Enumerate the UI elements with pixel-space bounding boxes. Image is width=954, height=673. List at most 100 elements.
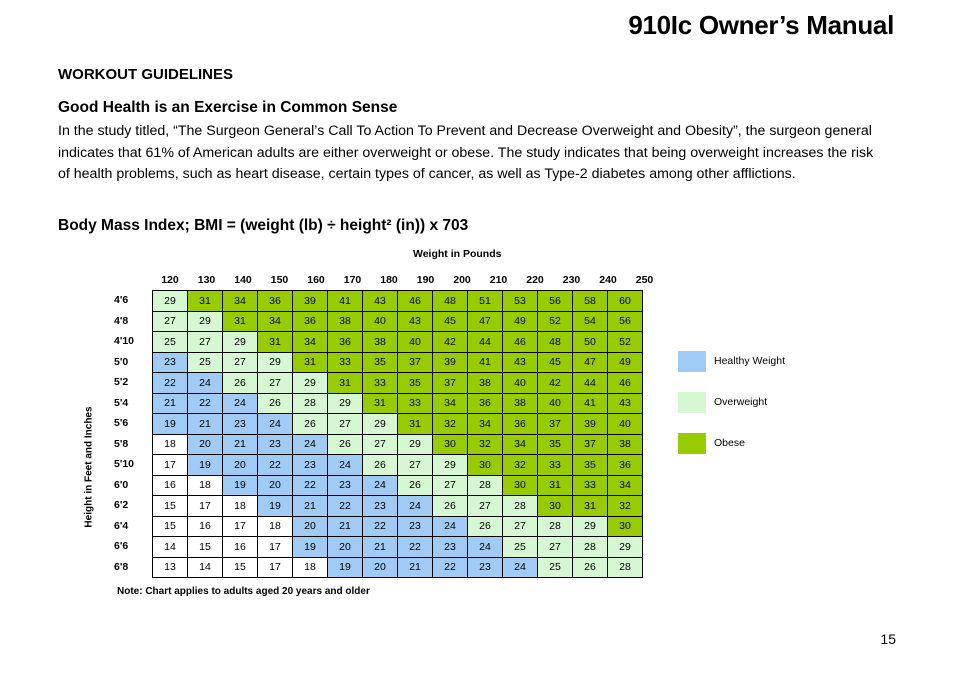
bmi-cell: 14 <box>152 536 188 558</box>
bmi-cell: 29 <box>607 536 643 558</box>
bmi-cell: 35 <box>362 351 398 373</box>
bmi-cell: 41 <box>467 351 503 373</box>
bmi-cell: 34 <box>607 474 643 496</box>
bmi-cell: 37 <box>537 413 573 435</box>
bmi-cell: 37 <box>572 433 608 455</box>
bmi-cell: 29 <box>432 454 468 476</box>
height-label: 6'4 <box>114 519 129 532</box>
bmi-cell: 23 <box>257 433 293 455</box>
height-label: 4'6 <box>114 294 129 306</box>
bmi-cell: 27 <box>327 413 363 435</box>
bmi-row: 15 17 18 19 21 22 23 24 26 27 28 30 31 32 <box>152 495 643 517</box>
bmi-cell: 27 <box>502 515 538 537</box>
bmi-cell: 24 <box>257 413 293 435</box>
bmi-cell: 22 <box>397 536 433 558</box>
bmi-cell: 25 <box>152 331 188 353</box>
bmi-cell: 38 <box>607 433 643 455</box>
bmi-cell: 20 <box>222 454 258 476</box>
bmi-cell: 19 <box>327 556 363 578</box>
height-label: 5'10 <box>114 458 135 470</box>
bmi-cell: 26 <box>362 454 398 476</box>
bmi-cell: 23 <box>362 495 398 517</box>
bmi-cell: 26 <box>397 474 433 496</box>
bmi-cell: 13 <box>152 556 188 578</box>
bmi-cell: 60 <box>607 290 643 312</box>
bmi-cell: 26 <box>222 372 258 394</box>
height-label: 5'2 <box>114 376 129 388</box>
bmi-cell: 17 <box>222 515 258 537</box>
bmi-cell: 18 <box>292 556 328 578</box>
bmi-cell: 49 <box>607 351 643 373</box>
bmi-cell: 21 <box>222 433 258 455</box>
weight-header: 180 <box>380 274 398 286</box>
bmi-cell: 31 <box>257 331 293 353</box>
height-label: 5'8 <box>114 437 129 450</box>
height-label: 5'6 <box>114 417 129 429</box>
height-label: 6'6 <box>114 540 129 552</box>
weight-axis-title: Weight in Pounds <box>413 248 502 260</box>
bmi-cell: 15 <box>187 536 223 558</box>
bmi-cell: 21 <box>152 392 188 414</box>
bmi-cell: 24 <box>222 392 258 414</box>
bmi-cell: 54 <box>572 310 608 332</box>
bmi-row: 14 15 16 17 19 20 21 22 23 24 25 27 28 29 <box>152 536 643 558</box>
bmi-cell: 31 <box>397 413 433 435</box>
bmi-cell: 45 <box>432 310 468 332</box>
bmi-cell: 40 <box>537 392 573 414</box>
bmi-cell: 33 <box>397 392 433 414</box>
bmi-cell: 25 <box>502 536 538 558</box>
bmi-cell: 51 <box>467 290 503 312</box>
bmi-cell: 34 <box>257 310 293 332</box>
bmi-cell: 22 <box>327 495 363 517</box>
bmi-cell: 27 <box>467 495 503 517</box>
bmi-cell: 20 <box>292 515 328 537</box>
bmi-cell: 30 <box>502 474 538 496</box>
section-subheading: Good Health is an Exercise in Common Sen… <box>58 99 398 116</box>
bmi-cell: 23 <box>327 474 363 496</box>
bmi-formula-heading: Body Mass Index; BMI = (weight (lb) ÷ he… <box>58 217 469 234</box>
bmi-cell: 27 <box>257 372 293 394</box>
bmi-cell: 30 <box>432 433 468 455</box>
bmi-cell: 41 <box>572 392 608 414</box>
bmi-cell: 15 <box>152 515 188 537</box>
bmi-cell: 19 <box>152 413 188 435</box>
bmi-cell: 33 <box>362 372 398 394</box>
weight-header: 190 <box>416 274 435 286</box>
bmi-row: 29 31 34 36 39 41 43 46 48 51 53 56 58 60 <box>152 290 643 312</box>
page-number: 15 <box>880 631 896 647</box>
legend-label: Overweight <box>714 396 768 408</box>
bmi-cell: 41 <box>327 290 363 312</box>
bmi-cell: 28 <box>502 495 538 517</box>
bmi-cell: 24 <box>362 474 398 496</box>
bmi-cell: 16 <box>222 536 258 558</box>
bmi-cell: 29 <box>397 433 433 455</box>
bmi-cell: 16 <box>187 515 223 537</box>
bmi-row: 15 16 17 18 20 21 22 23 24 26 27 28 29 30 <box>152 515 643 537</box>
bmi-cell: 42 <box>432 331 468 353</box>
legend-label: Obese <box>714 437 745 449</box>
bmi-cell: 29 <box>187 310 223 332</box>
bmi-cell: 26 <box>467 515 503 537</box>
bmi-cell: 19 <box>187 454 223 476</box>
bmi-cell: 15 <box>152 495 188 517</box>
bmi-cell: 38 <box>362 331 398 353</box>
bmi-cell: 47 <box>467 310 503 332</box>
bmi-cell: 26 <box>327 433 363 455</box>
weight-header: 230 <box>562 274 581 286</box>
bmi-cell: 29 <box>257 351 293 373</box>
bmi-cell: 29 <box>152 290 188 312</box>
chart-note: Note: Chart applies to adults aged 20 ye… <box>117 586 370 597</box>
bmi-cell: 29 <box>362 413 398 435</box>
bmi-cell: 17 <box>187 495 223 517</box>
bmi-cell: 52 <box>537 310 573 332</box>
bmi-cell: 25 <box>187 351 223 373</box>
bmi-cell: 38 <box>327 310 363 332</box>
bmi-row: 27 29 31 34 36 38 40 43 45 47 49 52 54 56 <box>152 310 643 332</box>
bmi-cell: 36 <box>292 310 328 332</box>
bmi-row: 16 18 19 20 22 23 24 26 27 28 30 31 33 34 <box>152 474 643 496</box>
section-heading: WORKOUT GUIDELINES <box>58 66 233 83</box>
height-label: 6'2 <box>114 499 129 511</box>
bmi-cell: 16 <box>152 474 188 496</box>
height-label: 5'4 <box>114 396 129 409</box>
bmi-cell: 18 <box>222 495 258 517</box>
